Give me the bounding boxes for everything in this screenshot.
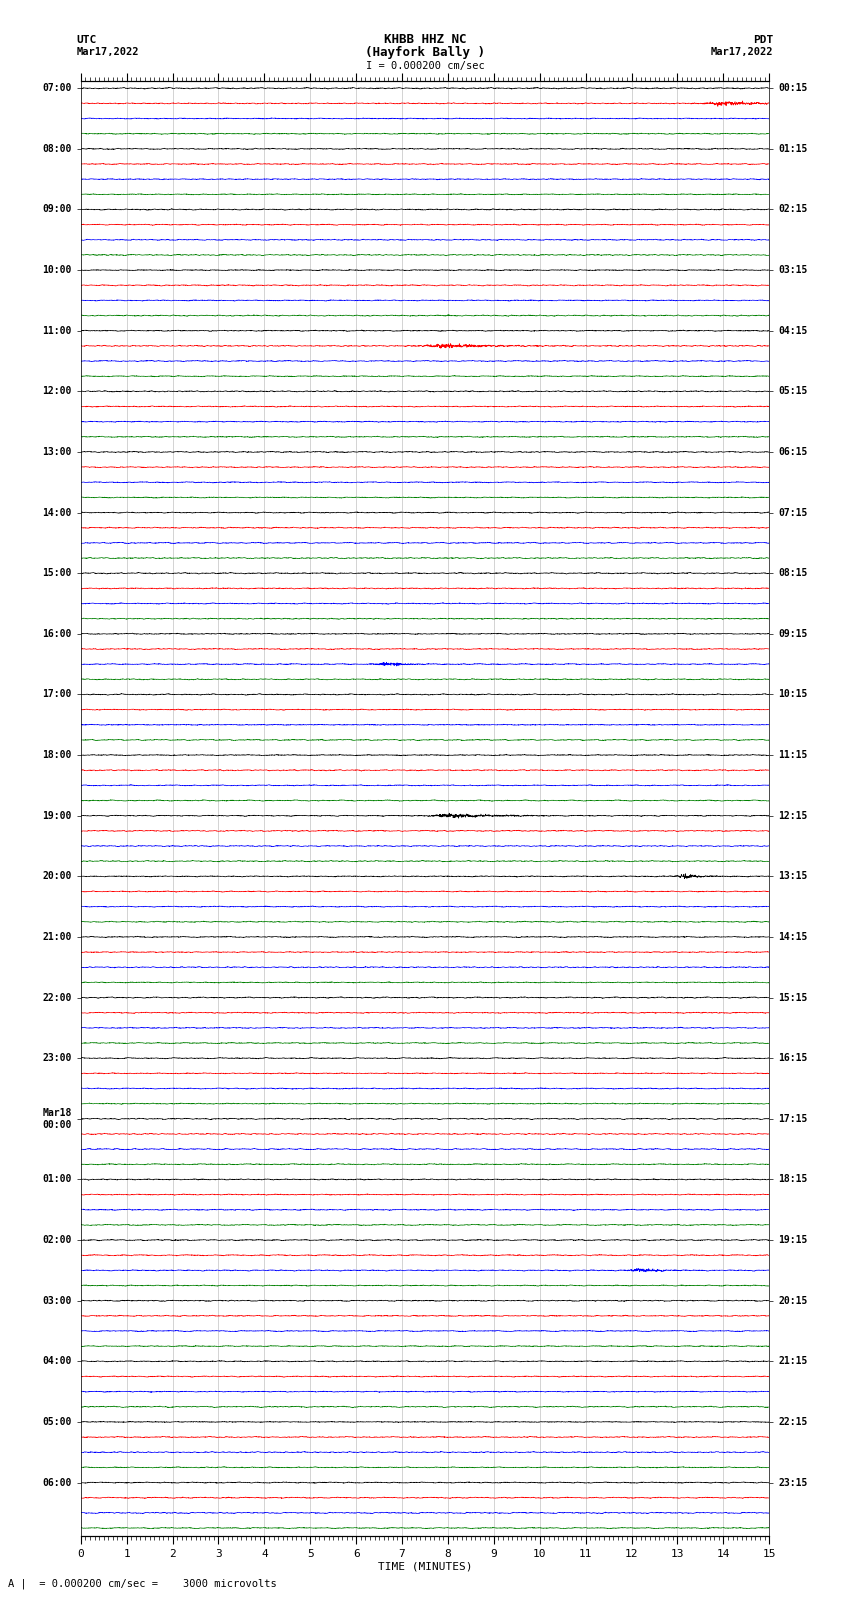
Text: A |  = 0.000200 cm/sec =    3000 microvolts: A | = 0.000200 cm/sec = 3000 microvolts [8, 1579, 277, 1589]
Text: PDT: PDT [753, 34, 774, 45]
X-axis label: TIME (MINUTES): TIME (MINUTES) [377, 1561, 473, 1571]
Text: I = 0.000200 cm/sec: I = 0.000200 cm/sec [366, 61, 484, 71]
Text: Mar17,2022: Mar17,2022 [76, 47, 139, 58]
Text: Mar17,2022: Mar17,2022 [711, 47, 774, 58]
Text: (Hayfork Bally ): (Hayfork Bally ) [365, 45, 485, 60]
Text: KHBB HHZ NC: KHBB HHZ NC [383, 32, 467, 47]
Text: UTC: UTC [76, 34, 97, 45]
